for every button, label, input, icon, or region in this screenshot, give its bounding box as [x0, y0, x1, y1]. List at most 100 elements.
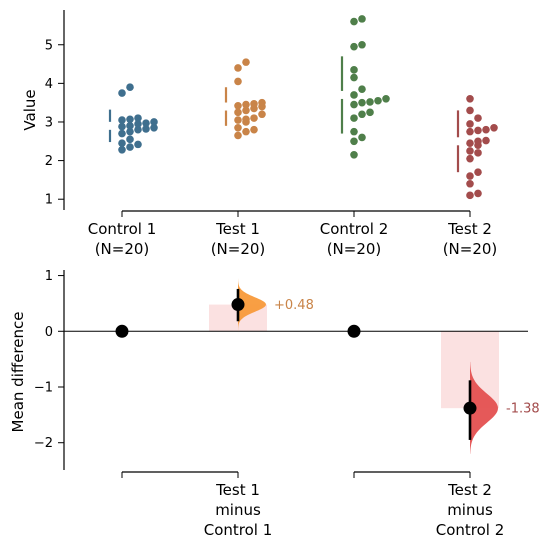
data-point-3	[466, 147, 474, 155]
bottom-y-tick-label-0: 0	[45, 325, 53, 340]
data-point-1	[250, 114, 258, 122]
ci-boxes	[209, 304, 499, 409]
data-point-1	[242, 115, 250, 124]
bootstrap-distributions	[238, 278, 498, 454]
data-point-3	[466, 106, 474, 115]
data-point-2	[350, 137, 358, 146]
data-point-1	[258, 110, 266, 119]
data-point-3	[474, 189, 482, 198]
data-point-0	[126, 135, 134, 144]
control-zero-marker-2	[347, 324, 361, 338]
swarm-points	[118, 15, 498, 200]
data-point-1	[234, 131, 242, 140]
data-point-0	[142, 119, 150, 127]
data-point-2	[350, 42, 358, 51]
data-point-1	[234, 101, 242, 110]
delta-markers: +0.48 -1.38	[115, 288, 540, 440]
data-point-2	[350, 151, 358, 159]
data-point-3	[474, 126, 482, 135]
data-point-0	[118, 145, 126, 154]
data-point-0	[150, 118, 158, 126]
data-point-1	[242, 58, 250, 66]
data-point-1	[234, 64, 242, 72]
delta-annotation-0: +0.48	[274, 298, 314, 313]
bottom-y-tick-label--2: −2	[34, 436, 53, 451]
data-point-3	[466, 120, 474, 128]
bottom-y-tick-label-1: 1	[45, 269, 53, 284]
comparison-label-0-2: Control 1	[204, 521, 273, 539]
group-n-label-1: (N=20)	[211, 240, 266, 258]
group-n-label-2: (N=20)	[327, 240, 382, 258]
data-point-1	[242, 127, 250, 136]
data-point-0	[126, 143, 134, 151]
delta-annotation-1: -1.38	[506, 402, 540, 417]
data-point-3	[466, 191, 474, 200]
data-point-2	[350, 127, 358, 136]
group-label-0: Control 1	[88, 220, 157, 238]
data-point-2	[350, 17, 358, 26]
data-point-0	[118, 89, 126, 97]
data-point-2	[350, 114, 358, 122]
data-point-2	[358, 85, 366, 93]
data-point-2	[358, 110, 366, 119]
data-point-0	[126, 122, 134, 130]
data-point-0	[134, 120, 142, 128]
data-point-3	[466, 154, 474, 163]
data-point-1	[234, 77, 242, 86]
data-point-0	[126, 127, 134, 136]
top-y-tick-label-1: 1	[45, 193, 53, 208]
data-point-0	[118, 139, 126, 148]
top-y-tick-label-5: 5	[45, 38, 53, 53]
bottom-y-tick-label--1: −1	[34, 381, 53, 396]
data-point-0	[118, 129, 126, 138]
data-point-2	[350, 100, 358, 109]
data-point-3	[466, 139, 474, 148]
data-point-3	[474, 149, 482, 157]
comparison-label-1-0: Test 2	[447, 481, 492, 499]
data-point-2	[382, 95, 390, 103]
bottom-x-axis: Test 1 minus Control 1 Test 2 minus Control 2	[121, 471, 505, 539]
bootstrap-distribution-0	[238, 278, 266, 335]
data-point-2	[358, 98, 366, 107]
delta-point-0	[231, 298, 245, 312]
data-point-3	[466, 127, 474, 136]
top-x-axis: Control 1 (N=20) Test 1 (N=20) Control 2 (N=2…	[88, 210, 498, 258]
data-point-0	[126, 83, 134, 92]
data-point-3	[474, 114, 482, 122]
comparison-label-0-1: minus	[215, 501, 261, 519]
data-point-0	[134, 125, 142, 134]
comparison-label-1-2: Control 2	[436, 521, 505, 539]
group-label-2: Control 2	[320, 220, 389, 238]
group-n-label-3: (N=20)	[443, 240, 498, 258]
group-label-3: Test 2	[447, 220, 492, 238]
data-point-1	[234, 123, 242, 132]
data-point-3	[490, 123, 498, 132]
data-point-3	[482, 125, 490, 134]
data-point-1	[242, 106, 250, 115]
data-point-1	[250, 100, 258, 108]
data-point-1	[258, 98, 266, 107]
comparison-label-1-1: minus	[447, 501, 493, 519]
data-point-1	[250, 125, 258, 134]
data-point-0	[118, 122, 126, 131]
data-point-0	[118, 116, 126, 124]
top-y-tick-label-2: 2	[45, 154, 53, 169]
top-y-tick-label-3: 3	[45, 115, 53, 130]
data-point-2	[358, 15, 366, 23]
data-point-3	[466, 172, 474, 180]
data-point-3	[474, 137, 482, 146]
data-point-2	[366, 98, 374, 106]
data-point-2	[366, 108, 374, 117]
data-point-3	[466, 179, 474, 188]
data-point-2	[350, 91, 358, 99]
group-n-label-0: (N=20)	[95, 240, 150, 258]
group-label-1: Test 1	[215, 220, 260, 238]
data-point-2	[350, 73, 358, 82]
gapped-sd-lines	[108, 56, 460, 173]
data-point-0	[126, 115, 134, 124]
data-point-2	[350, 66, 358, 74]
data-point-1	[234, 108, 242, 117]
data-point-3	[466, 95, 474, 103]
